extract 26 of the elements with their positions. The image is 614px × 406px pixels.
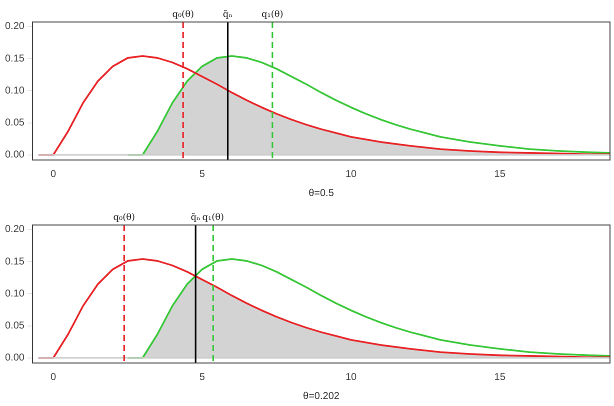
ref-line-label: q̃ₙ bbox=[222, 10, 233, 20]
y-tick-label: 0.10 bbox=[4, 85, 25, 96]
x-tick-label: 10 bbox=[345, 372, 357, 383]
x-tick-label: 10 bbox=[345, 168, 357, 180]
ref-line-label: q₁(θ) bbox=[262, 10, 284, 20]
y-tick-label: 0.00 bbox=[4, 150, 25, 161]
y-tick-label: 0.10 bbox=[4, 288, 25, 300]
ref-line-label: q₀(θ) bbox=[113, 212, 136, 223]
y-tick-label: 0.15 bbox=[4, 256, 25, 268]
x-tick-label: 15 bbox=[494, 372, 506, 383]
x-tick-label: 5 bbox=[199, 168, 206, 180]
ref-line-label: q̃ₙ bbox=[190, 212, 201, 223]
ref-line-label: q₀(θ) bbox=[172, 10, 194, 20]
y-tick-label: 0.20 bbox=[4, 21, 25, 32]
ref-line-label: q₁(θ) bbox=[202, 212, 224, 223]
y-tick-label: 0.00 bbox=[4, 352, 25, 364]
x-tick-label: 5 bbox=[199, 372, 206, 383]
x-axis-title: θ=0.5 bbox=[308, 188, 334, 199]
x-tick-label: 0 bbox=[50, 168, 57, 180]
y-tick-label: 0.05 bbox=[4, 320, 25, 332]
y-tick-label: 0.20 bbox=[4, 224, 25, 236]
y-tick-label: 0.15 bbox=[4, 53, 25, 64]
y-tick-label: 0.05 bbox=[4, 118, 25, 129]
x-axis-title: θ=0.202 bbox=[303, 390, 340, 402]
x-tick-label: 0 bbox=[50, 372, 57, 383]
x-tick-label: 15 bbox=[494, 168, 506, 180]
